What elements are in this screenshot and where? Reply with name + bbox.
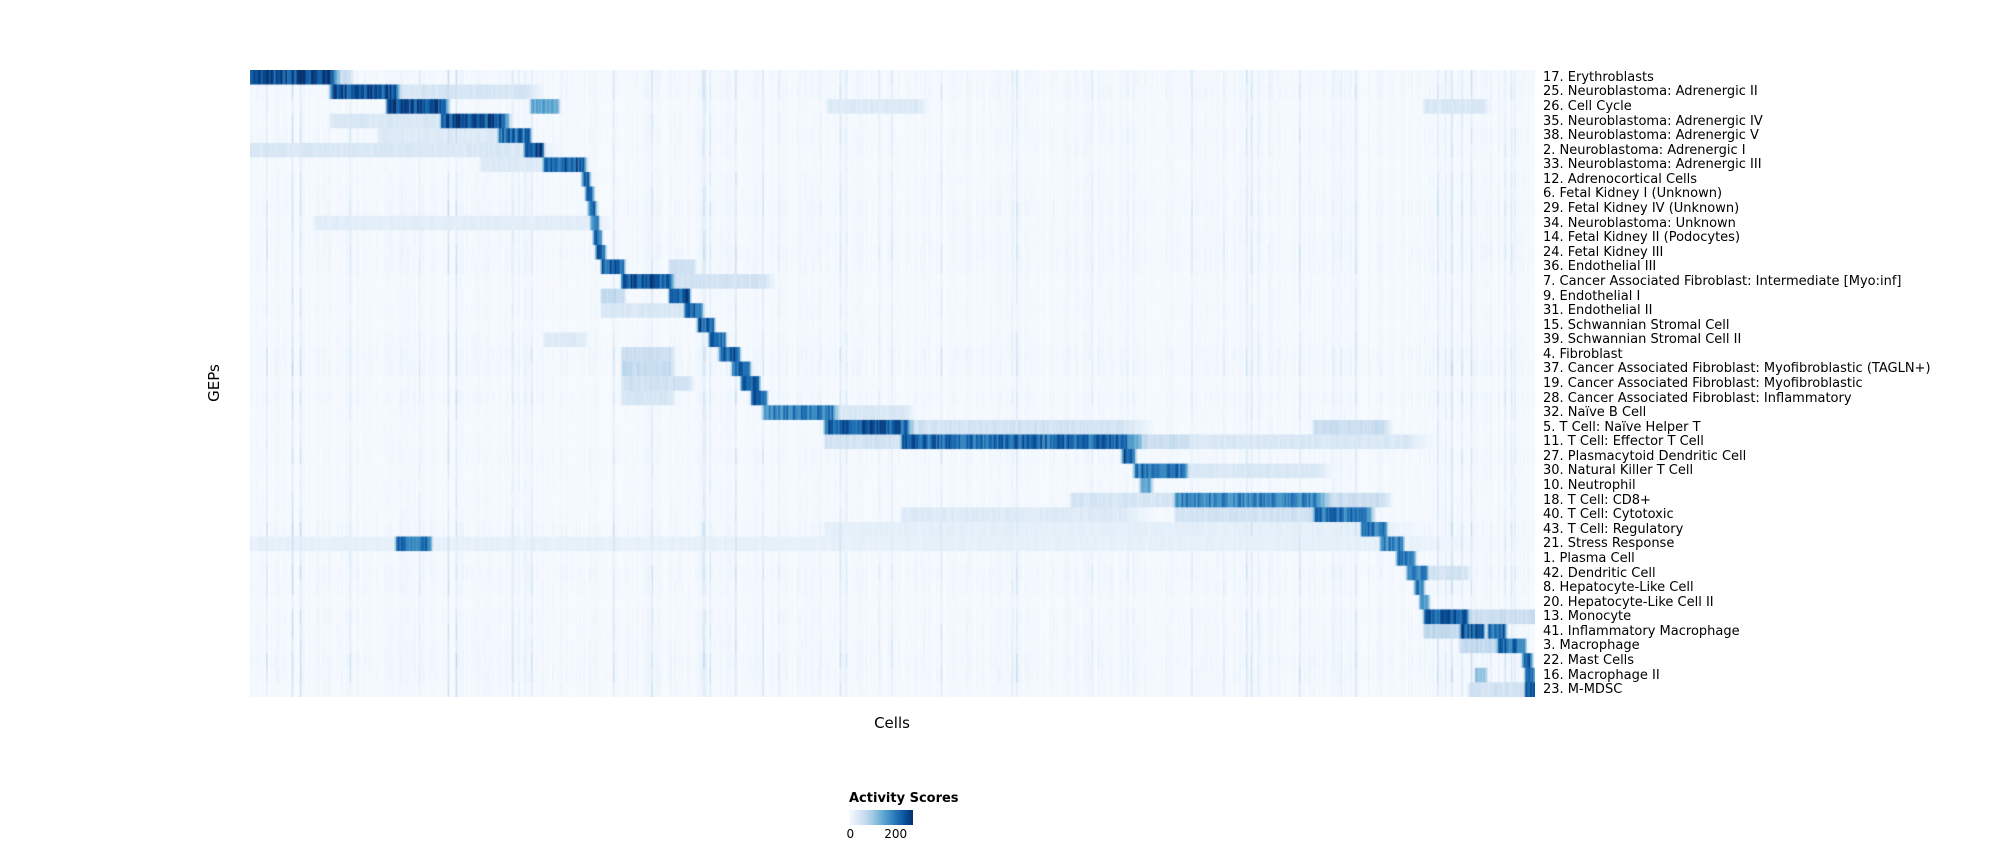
gep-row-label: 17. Erythroblasts — [1543, 69, 1654, 85]
gep-row-label: 2. Neuroblastoma: Adrenergic I — [1543, 142, 1746, 158]
legend-gradient-bar — [849, 810, 913, 825]
gep-row-label: 20. Hepatocyte-Like Cell II — [1543, 594, 1714, 610]
gep-row-label: 33. Neuroblastoma: Adrenergic III — [1543, 157, 1762, 173]
heatmap-plot-area — [250, 70, 1535, 697]
gep-row-label: 31. Endothelial II — [1543, 303, 1653, 319]
gep-row-label: 10. Neutrophil — [1543, 478, 1636, 494]
gep-row-label: 12. Adrenocortical Cells — [1543, 171, 1698, 187]
gep-row-label: 34. Neuroblastoma: Unknown — [1543, 215, 1736, 231]
gep-row-label: 21. Stress Response — [1543, 536, 1675, 552]
gep-row-label: 42. Dendritic Cell — [1543, 565, 1656, 581]
legend-tick-min: 0 — [846, 827, 855, 841]
gep-row-label: 30. Natural Killer T Cell — [1543, 463, 1694, 479]
x-axis-label: Cells — [874, 714, 910, 732]
y-axis-label: GEPs — [205, 364, 223, 402]
gep-row-label: 38. Neuroblastoma: Adrenergic V — [1543, 128, 1759, 144]
gep-row-label: 18. T Cell: CD8+ — [1543, 492, 1651, 508]
gep-row-label: 8. Hepatocyte-Like Cell — [1543, 580, 1694, 596]
gep-row-label: 3. Macrophage — [1543, 638, 1640, 654]
legend-tick-max: 200 — [884, 827, 908, 841]
gep-row-label: 19. Cancer Associated Fibroblast: Myofib… — [1543, 375, 1863, 391]
gep-row-label: 25. Neuroblastoma: Adrenergic II — [1543, 84, 1758, 100]
gep-row-label: 6. Fetal Kidney I (Unknown) — [1543, 186, 1723, 202]
gep-row-label: 35. Neuroblastoma: Adrenergic IV — [1543, 113, 1763, 129]
gep-row-label: 24. Fetal Kidney III — [1543, 244, 1664, 260]
heatmap-canvas — [250, 70, 1535, 697]
gep-row-label: 1. Plasma Cell — [1543, 550, 1635, 566]
gep-row-label: 27. Plasmacytoid Dendritic Cell — [1543, 448, 1747, 464]
gep-row-label: 36. Endothelial III — [1543, 259, 1657, 275]
gep-row-label: 29. Fetal Kidney IV (Unknown) — [1543, 201, 1740, 216]
gep-row-label: 15. Schwannian Stromal Cell — [1543, 317, 1730, 333]
gep-row-label: 7. Cancer Associated Fibroblast: Interme… — [1543, 273, 1902, 289]
gep-row-label: 5. T Cell: Naïve Helper T — [1543, 419, 1701, 435]
gep-row-label: 43. T Cell: Regulatory — [1543, 521, 1684, 537]
gep-row-label: 41. Inflammatory Macrophage — [1543, 623, 1740, 639]
gep-row-label: 28. Cancer Associated Fibroblast: Inflam… — [1543, 390, 1852, 406]
gep-row-label: 4. Fibroblast — [1543, 346, 1623, 362]
gep-row-labels: 17. Erythroblasts 25. Neuroblastoma: Adre… — [1543, 70, 2003, 697]
gep-row-label: 32. Naïve B Cell — [1543, 405, 1647, 421]
gep-row-label: 23. M-MDSC — [1543, 682, 1623, 698]
gep-row-label: 11. T Cell: Effector T Cell — [1543, 434, 1704, 450]
gep-row-label: 9. Endothelial I — [1543, 288, 1641, 304]
gep-row-label: 26. Cell Cycle — [1543, 98, 1632, 114]
gep-row-label: 14. Fetal Kidney II (Podocytes) — [1543, 230, 1741, 246]
legend-ticks: 0 200 — [846, 827, 913, 841]
legend-title: Activity Scores — [849, 791, 959, 806]
gep-row-label: 16. Macrophage II — [1543, 667, 1660, 683]
gep-row-label: 37. Cancer Associated Fibroblast: Myofib… — [1543, 361, 1931, 377]
gep-row-label: 22. Mast Cells — [1543, 653, 1635, 669]
gep-row-label: 40. T Cell: Cytotoxic — [1543, 507, 1674, 523]
gep-row-label: 13. Monocyte — [1543, 609, 1632, 625]
gep-row-label: 39. Schwannian Stromal Cell II — [1543, 332, 1742, 348]
activity-scores-legend: Activity Scores 0 200 — [846, 791, 989, 841]
